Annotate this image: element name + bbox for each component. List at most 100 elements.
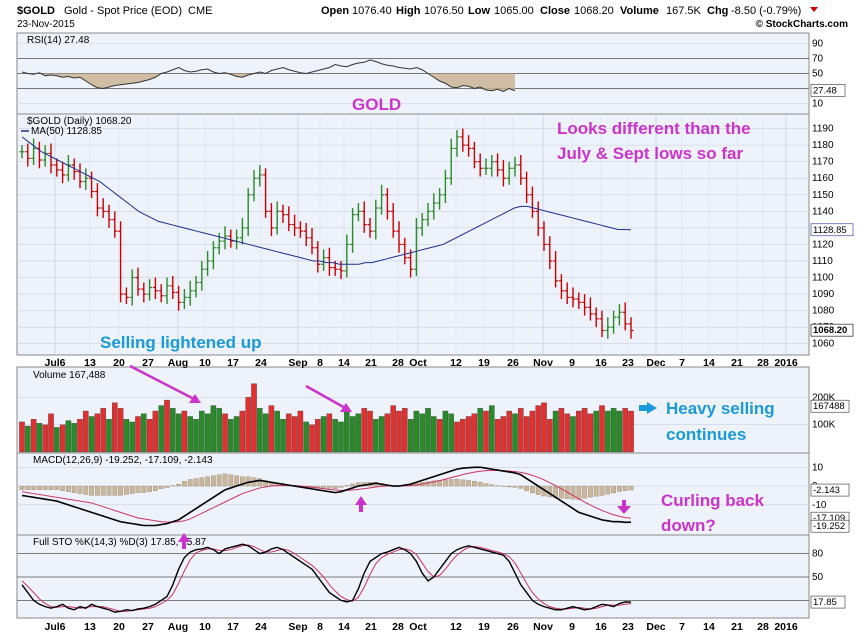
macd-histogram-bar <box>193 478 199 487</box>
volume-bar <box>576 410 582 453</box>
x-axis-label-bottom: 28 <box>392 621 404 633</box>
macd-histogram-bar <box>158 485 164 490</box>
volume-bar <box>291 416 298 453</box>
volume-bar <box>251 383 257 453</box>
volume-bar <box>413 410 420 453</box>
volume-bar <box>65 420 72 453</box>
macd-histogram-bar <box>240 476 245 487</box>
volume-bar <box>494 419 501 453</box>
x-axis-label: 28 <box>392 357 404 369</box>
price-tick-label: 1150 <box>812 190 834 201</box>
x-axis-label-bottom: 7 <box>679 621 685 633</box>
volume-bar <box>593 410 599 453</box>
volume-bar <box>610 408 617 453</box>
volume-bar <box>141 413 147 453</box>
volume-bar <box>344 410 350 453</box>
price-tick-label: 1180 <box>812 140 834 151</box>
x-axis-label-bottom: Dec <box>646 621 665 633</box>
ma-badge: 1128.85 <box>813 225 847 236</box>
volume-bar <box>262 413 269 453</box>
axis-labels: 907050301027.481190118011701160115011401… <box>44 39 854 633</box>
macd-histogram-bar <box>205 476 210 487</box>
volume-bar <box>222 413 228 453</box>
volume-bar <box>541 402 547 453</box>
x-axis-label-bottom: Aug <box>168 621 188 633</box>
macd-histogram-bar <box>617 485 622 492</box>
x-axis-label: 20 <box>113 357 125 369</box>
x-axis-label-bottom: 21 <box>731 621 743 633</box>
macd-badge-box <box>810 519 850 533</box>
price-tick-label: 1090 <box>812 289 835 300</box>
volume-bar <box>152 410 159 453</box>
x-axis-label-bottom: 14 <box>338 621 350 633</box>
macd-histogram-bar <box>100 485 106 496</box>
macd-histogram-bar <box>153 485 158 491</box>
sto-d-line <box>21 544 632 612</box>
x-axis-label: 16 <box>595 357 607 369</box>
rsi-title: RSI(14) 27.48 <box>27 35 90 46</box>
volume-bar <box>106 419 112 453</box>
grid-lines <box>17 43 809 601</box>
annotation-curl-line1: Curling back <box>661 491 765 510</box>
volume-bar <box>123 419 130 453</box>
volume-bar <box>425 408 431 453</box>
x-axis-label: 17 <box>227 357 239 369</box>
macd-histogram-bar <box>332 485 338 489</box>
volume-bar <box>558 408 565 453</box>
x-axis-label: Sep <box>288 357 307 369</box>
macd-tick-label: 10 <box>812 462 824 473</box>
x-axis-label-bottom: 10 <box>199 621 211 633</box>
macd-histogram-bar <box>628 485 634 491</box>
macd-histogram-bar <box>199 477 205 487</box>
annotation-gold: GOLD <box>352 95 401 114</box>
volume-bar <box>48 413 54 453</box>
volume-bar <box>512 413 518 453</box>
volume-bar <box>419 413 425 453</box>
x-axis-label: 26 <box>507 357 519 369</box>
ma50-line <box>21 136 632 265</box>
arrow-selling-1 <box>129 364 197 402</box>
macd-histogram-bar <box>512 485 518 488</box>
x-axis-label: 24 <box>255 357 267 369</box>
x-axis-label-bottom: 20 <box>113 621 125 633</box>
header-high: 1076.50 <box>424 5 464 17</box>
volume-bar <box>564 413 570 453</box>
rsi-oversold-fill <box>22 73 515 92</box>
header-volume-label: Volume <box>620 5 659 17</box>
macd-histogram-bar <box>129 485 135 494</box>
x-axis-label: Nov <box>533 357 553 369</box>
arrow-head-icon <box>189 394 201 403</box>
volume-bar <box>280 419 286 453</box>
volume-bar <box>581 408 588 453</box>
volume-bar <box>367 410 373 453</box>
macd-histogram-bar <box>187 479 193 487</box>
ma-title: MA(50) 1128.85 <box>31 126 102 137</box>
x-axis-label-bottom: 27 <box>142 621 154 633</box>
rsi-badge: 27.48 <box>813 85 837 96</box>
x-axis-label-bottom: 14 <box>703 621 715 633</box>
volume-bar <box>535 405 541 453</box>
volume-bar <box>228 419 234 453</box>
volume-bar <box>257 408 263 453</box>
volume-bar <box>216 408 222 453</box>
arrow-up-icon <box>355 496 367 512</box>
volume-bar <box>402 408 408 453</box>
annotations: GOLD Looks different than the July & Sep… <box>100 95 775 549</box>
macd-histogram-bar <box>582 485 587 499</box>
header-close-label: Close <box>540 5 570 17</box>
macd-histogram-bar <box>216 474 222 487</box>
x-axis-label: 8 <box>317 357 323 369</box>
macd-histogram-bar <box>95 485 100 496</box>
volume-bar <box>436 419 443 453</box>
macd-histogram-bar <box>321 485 326 489</box>
sto-panel <box>16 534 810 619</box>
volume-bar <box>373 419 379 453</box>
rsi-badge-box <box>810 84 846 97</box>
macd-histogram-bar <box>350 483 355 487</box>
annotation-heavy-line1: Heavy selling <box>666 399 775 418</box>
sto-k-line <box>21 543 632 613</box>
volume-bar <box>233 416 240 453</box>
volume-bar <box>465 416 472 453</box>
macd-histogram-bar <box>570 485 576 500</box>
